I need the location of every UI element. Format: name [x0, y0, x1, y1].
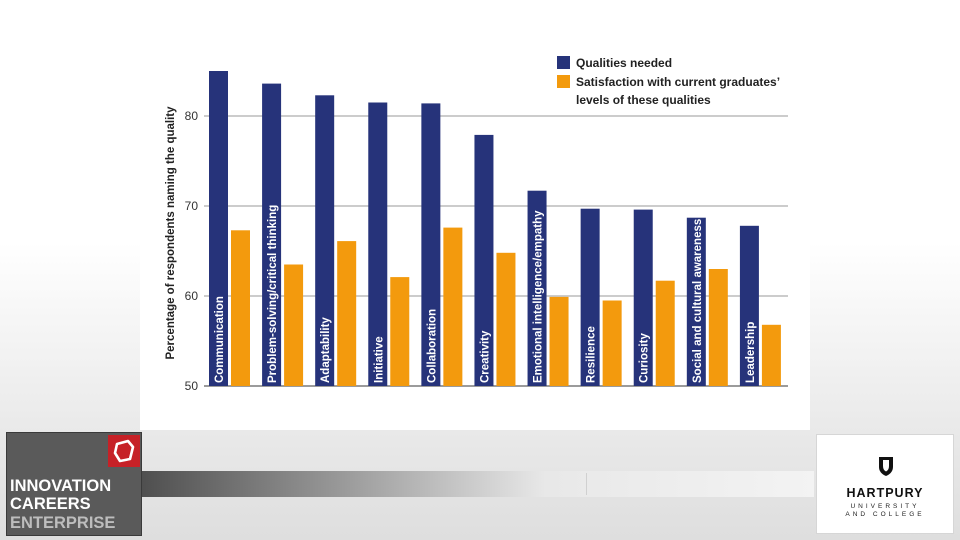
brand-emblem-icon: [108, 435, 140, 467]
footer-gradient-band: [142, 471, 814, 497]
bar-qualities-needed: [739, 225, 759, 386]
bar-qualities-needed: [315, 95, 335, 387]
category-label: Problem-solving/critical thinking: [267, 205, 279, 383]
category-label: Initiative: [373, 336, 385, 383]
bar-qualities-needed: [209, 71, 228, 386]
innovation-careers-enterprise-logo: INNOVATION CAREERS ENTERPRISE: [6, 432, 142, 536]
hartpury-logo: HARTPURY UNIVERSITY AND COLLEGE: [816, 434, 954, 534]
bar-qualities-needed: [686, 217, 706, 386]
bar-qualities-needed: [421, 103, 441, 387]
hartpury-shield-icon: [879, 457, 893, 476]
bar-qualities-needed: [368, 102, 388, 386]
legend-label-satisfaction-line1: Satisfaction with current graduates’: [576, 75, 780, 89]
bar-satisfaction: [284, 264, 304, 386]
footer-band-divider: [586, 473, 587, 495]
brand-line-innovation: INNOVATION: [10, 477, 112, 495]
bar-satisfaction: [602, 300, 622, 386]
bar-qualities-needed: [633, 209, 653, 386]
bar-chart: 50 60 70 80 Percentage of respondents naming…: [165, 56, 788, 393]
legend-label-satisfaction-line2: levels of these qualities: [576, 93, 711, 107]
bar-qualities-needed: [262, 83, 282, 386]
bar-satisfaction: [496, 252, 516, 386]
partner-subtitle-college: AND COLLEGE: [845, 511, 925, 518]
bar-satisfaction: [390, 277, 410, 386]
category-label: Curiosity: [639, 333, 651, 383]
category-label: Emotional intelligence/empathy: [533, 210, 545, 383]
y-tick-label: 50: [185, 379, 199, 393]
brand-line-careers: CAREERS: [10, 495, 91, 513]
bar-satisfaction: [549, 296, 569, 386]
legend-swatch-qualities-needed: [557, 56, 570, 69]
category-label: Collaboration: [426, 309, 438, 383]
bar-satisfaction: [708, 269, 728, 386]
bar-qualities-needed: [527, 190, 547, 386]
legend-label-qualities-needed: Qualities needed: [576, 56, 672, 70]
bar-satisfaction: [761, 324, 781, 386]
partner-name: HARTPURY: [846, 486, 924, 500]
category-label: Resilience: [586, 326, 598, 383]
category-label: Creativity: [479, 330, 491, 383]
bar-satisfaction: [231, 230, 250, 386]
bar-satisfaction: [337, 241, 357, 386]
y-tick-label: 70: [185, 199, 199, 213]
bar-satisfaction: [655, 280, 675, 386]
brand-line-enterprise: ENTERPRISE: [10, 514, 116, 532]
y-axis-label: Percentage of respondents naming the qua…: [165, 106, 177, 360]
legend-swatch-satisfaction: [557, 75, 570, 88]
category-label: Social and cultural awareness: [692, 219, 704, 383]
partner-subtitle-university: UNIVERSITY: [850, 503, 920, 510]
y-tick-label: 60: [185, 289, 199, 303]
bar-qualities-needed: [474, 134, 494, 386]
y-tick-label: 80: [185, 109, 199, 123]
category-label: Adaptability: [320, 317, 332, 383]
category-label: Communication: [214, 296, 226, 383]
chart-panel: 50 60 70 80 Percentage of respondents naming…: [140, 52, 810, 430]
bar-qualities-needed: [580, 208, 600, 386]
category-label: Leadership: [745, 322, 757, 383]
bar-satisfaction: [443, 227, 463, 386]
